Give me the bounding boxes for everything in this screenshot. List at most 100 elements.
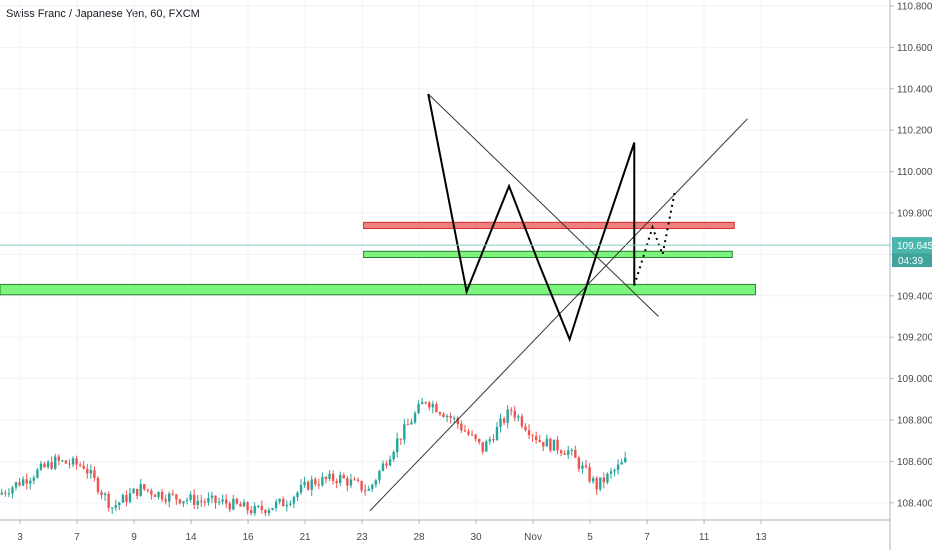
candle-body [556, 439, 559, 451]
candle-body [75, 458, 78, 465]
candle-body [339, 474, 342, 484]
candle-body [388, 459, 392, 466]
candle-body [303, 481, 306, 486]
candle-body [588, 467, 591, 482]
candle-body [567, 450, 570, 455]
candle-body [71, 458, 75, 465]
candle-body [417, 404, 420, 414]
x-tick-label: Nov [524, 532, 542, 543]
candle-body [200, 500, 203, 502]
price-tag-label: 109.645 [897, 241, 932, 252]
candle-body [93, 470, 96, 478]
candle-body [353, 479, 356, 481]
candle-body [128, 493, 132, 502]
candle-body [107, 493, 110, 508]
candle-body [96, 477, 100, 493]
x-tick-label: 16 [243, 532, 255, 543]
candle-body [178, 499, 182, 504]
candle-body [428, 402, 431, 408]
candle-body [214, 495, 217, 503]
candle-body [460, 424, 463, 431]
candle-body [517, 416, 520, 418]
candle-body [524, 426, 527, 431]
candle-body [470, 434, 474, 436]
candle-body [160, 491, 164, 500]
candle-body [196, 500, 199, 505]
candle-body [374, 480, 378, 485]
candle-body [435, 404, 438, 413]
candle-body [153, 494, 157, 497]
y-tick-label: 109.000 [897, 374, 932, 385]
candle-body [314, 479, 317, 485]
candle-body [420, 402, 424, 405]
candle-body [574, 449, 577, 458]
candle-body [499, 418, 502, 427]
candle-body [146, 489, 150, 491]
candle-body [264, 510, 267, 514]
candle-body [527, 430, 531, 436]
candle-body [207, 497, 210, 503]
candle-body [11, 487, 14, 494]
x-tick-label: 14 [186, 532, 198, 543]
candle-body [542, 441, 545, 447]
candle-body [413, 413, 417, 423]
candle-body [392, 452, 395, 460]
candle-body [292, 496, 296, 504]
candle-body [260, 505, 264, 511]
candle-body [442, 414, 445, 418]
timer-tag-bg [892, 253, 932, 268]
candle-body [453, 417, 456, 419]
candle-body [477, 438, 481, 443]
candle-body [510, 409, 513, 411]
chart-title: Swiss Franc / Japanese Yen, 60, FXCM [6, 8, 200, 20]
candle-body [346, 478, 349, 486]
candle-body [18, 482, 21, 486]
y-tick-label: 108.800 [897, 416, 932, 427]
candle-body [103, 493, 107, 495]
candle-body [595, 478, 598, 490]
candle-body [513, 410, 516, 418]
candle-body [310, 479, 313, 490]
candle-body [267, 510, 271, 514]
candle-body [506, 409, 509, 423]
candle-body [328, 473, 331, 479]
candle-body [396, 438, 399, 453]
candle-body [474, 434, 477, 439]
candle-body [570, 449, 573, 451]
candle-body [118, 502, 121, 506]
candle-body [381, 463, 385, 471]
candle-body [488, 439, 492, 442]
y-tick-label: 110.600 [897, 43, 932, 54]
candle-body [64, 460, 68, 464]
candle-body [577, 457, 581, 469]
x-tick-label: 23 [357, 532, 369, 543]
candle-body [285, 504, 288, 507]
green-zone [363, 250, 733, 259]
candle-body [438, 412, 442, 415]
candle-body [139, 484, 142, 496]
candle-body [321, 476, 324, 486]
candle-body [125, 495, 128, 502]
candle-body [378, 470, 381, 481]
candles [0, 397, 627, 517]
x-tick-label: 7 [644, 532, 650, 543]
candle-body [36, 469, 39, 478]
candle-body [445, 415, 449, 418]
candle-body [61, 460, 64, 462]
candle-body [296, 492, 299, 497]
trendline [427, 93, 659, 317]
candle-body [602, 477, 606, 483]
candle-body [14, 482, 18, 488]
candle-body [217, 501, 221, 503]
candle-body [121, 495, 125, 503]
candle-body [581, 465, 584, 469]
candle-body [331, 473, 335, 482]
candle-body [82, 465, 85, 469]
candle-body [246, 502, 249, 511]
candle-body [32, 477, 36, 481]
candle-body [342, 474, 345, 479]
candle-body [168, 493, 171, 502]
candle-body [363, 490, 367, 492]
x-tick-label: 9 [131, 532, 137, 543]
